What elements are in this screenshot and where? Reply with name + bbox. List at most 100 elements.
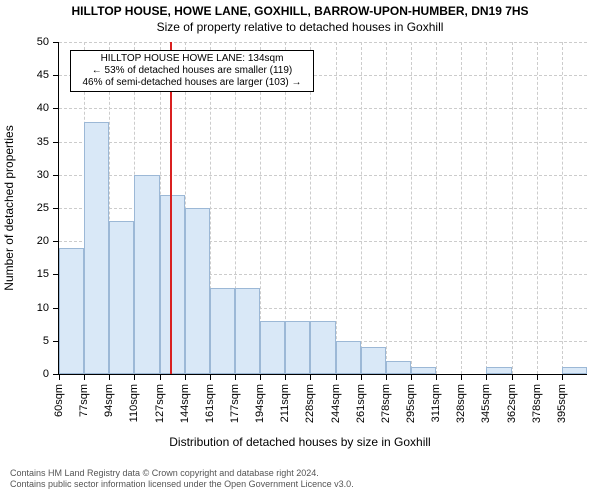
xtick-label: 60sqm	[53, 384, 65, 417]
xtick-mark	[185, 374, 186, 380]
grid-line-h	[59, 42, 587, 43]
xtick-label: 144sqm	[179, 384, 191, 423]
xtick-label: 194sqm	[254, 384, 266, 423]
footer-attribution: Contains HM Land Registry data © Crown c…	[0, 468, 600, 490]
xtick-label: 362sqm	[506, 384, 518, 423]
xtick-mark	[59, 374, 60, 380]
xtick-label: 161sqm	[204, 384, 216, 423]
histogram-bar	[386, 361, 411, 374]
histogram-bar	[134, 175, 159, 374]
ytick-label: 45	[37, 69, 49, 81]
grid-line-v	[562, 42, 563, 374]
histogram-bar	[411, 367, 436, 374]
xtick-mark	[336, 374, 337, 380]
footer-line-2: Contains public sector information licen…	[10, 479, 600, 490]
grid-line-v	[486, 42, 487, 374]
xtick-mark	[411, 374, 412, 380]
xtick-mark	[537, 374, 538, 380]
footer-line-1: Contains HM Land Registry data © Crown c…	[10, 468, 600, 479]
histogram-bar	[84, 122, 109, 374]
xtick-mark	[285, 374, 286, 380]
y-axis-label: Number of detached properties	[2, 125, 16, 290]
ytick-mark	[53, 108, 59, 109]
xtick-label: 211sqm	[279, 384, 291, 422]
xtick-label: 345sqm	[480, 384, 492, 423]
xtick-mark	[260, 374, 261, 380]
histogram-bar	[562, 367, 587, 374]
ytick-label: 40	[37, 102, 49, 114]
xtick-label: 177sqm	[229, 384, 241, 423]
xtick-label: 278sqm	[380, 384, 392, 423]
ytick-label: 15	[37, 268, 49, 280]
annotation-line: 46% of semi-detached houses are larger (…	[75, 77, 309, 89]
xtick-mark	[436, 374, 437, 380]
xtick-label: 378sqm	[531, 384, 543, 423]
xtick-mark	[512, 374, 513, 380]
grid-line-v	[361, 42, 362, 374]
histogram-bar	[109, 221, 134, 374]
xtick-mark	[210, 374, 211, 380]
xtick-mark	[84, 374, 85, 380]
xtick-mark	[386, 374, 387, 380]
histogram-bar	[260, 321, 285, 374]
histogram-bar	[210, 288, 235, 374]
xtick-label: 244sqm	[330, 384, 342, 423]
ytick-label: 20	[37, 235, 49, 247]
xtick-mark	[160, 374, 161, 380]
xtick-mark	[134, 374, 135, 380]
histogram-bar	[336, 341, 361, 374]
ytick-mark	[53, 175, 59, 176]
ytick-mark	[53, 75, 59, 76]
ytick-label: 35	[37, 136, 49, 148]
xtick-label: 295sqm	[405, 384, 417, 423]
grid-line-h	[59, 142, 587, 143]
ytick-mark	[53, 42, 59, 43]
xtick-label: 110sqm	[128, 384, 140, 422]
grid-line-v	[512, 42, 513, 374]
annotation-box: HILLTOP HOUSE HOWE LANE: 134sqm← 53% of …	[70, 50, 314, 92]
histogram-bar	[160, 195, 185, 374]
histogram-bar	[185, 208, 210, 374]
ytick-label: 5	[43, 335, 49, 347]
ytick-label: 25	[37, 202, 49, 214]
xtick-label: 261sqm	[355, 384, 367, 423]
xtick-label: 328sqm	[455, 384, 467, 423]
ytick-label: 0	[43, 368, 49, 380]
xtick-mark	[461, 374, 462, 380]
xtick-label: 395sqm	[556, 384, 568, 423]
histogram-bar	[361, 347, 386, 374]
histogram-bar	[310, 321, 335, 374]
ytick-label: 10	[37, 302, 49, 314]
x-axis-label: Distribution of detached houses by size …	[0, 435, 600, 449]
histogram-bar	[235, 288, 260, 374]
xtick-label: 94sqm	[103, 384, 115, 417]
chart-subtitle: Size of property relative to detached ho…	[0, 20, 600, 34]
xtick-label: 311sqm	[430, 384, 442, 422]
histogram-bar	[59, 248, 84, 374]
xtick-mark	[310, 374, 311, 380]
grid-line-v	[386, 42, 387, 374]
grid-line-v	[537, 42, 538, 374]
grid-line-v	[436, 42, 437, 374]
annotation-line: HILLTOP HOUSE HOWE LANE: 134sqm	[75, 53, 309, 65]
xtick-mark	[486, 374, 487, 380]
annotation-line: ← 53% of detached houses are smaller (11…	[75, 65, 309, 77]
histogram-bar	[285, 321, 310, 374]
grid-line-v	[411, 42, 412, 374]
ytick-mark	[53, 208, 59, 209]
ytick-label: 30	[37, 169, 49, 181]
histogram-bar	[486, 367, 511, 374]
ytick-mark	[53, 241, 59, 242]
xtick-mark	[562, 374, 563, 380]
xtick-mark	[235, 374, 236, 380]
xtick-label: 127sqm	[154, 384, 166, 423]
ytick-label: 50	[37, 36, 49, 48]
ytick-mark	[53, 142, 59, 143]
xtick-mark	[109, 374, 110, 380]
xtick-label: 228sqm	[304, 384, 316, 423]
xtick-mark	[361, 374, 362, 380]
chart-title: HILLTOP HOUSE, HOWE LANE, GOXHILL, BARRO…	[0, 4, 600, 18]
grid-line-v	[336, 42, 337, 374]
grid-line-v	[461, 42, 462, 374]
xtick-label: 77sqm	[78, 384, 90, 417]
